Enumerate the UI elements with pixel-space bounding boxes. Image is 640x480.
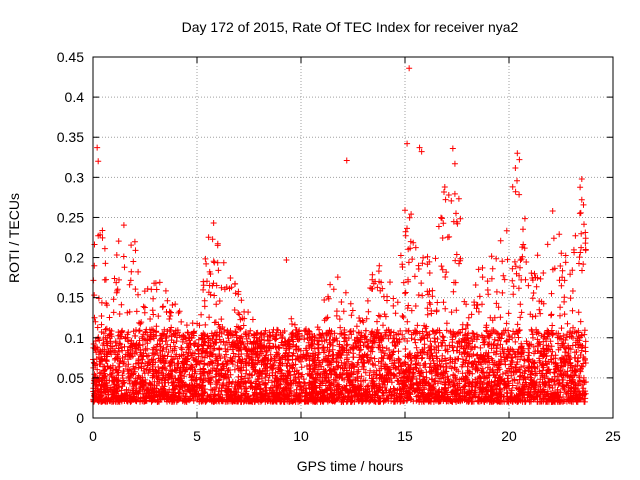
x-tick-label: 0 xyxy=(89,428,97,444)
outlier-point xyxy=(516,156,523,163)
y-tick-label: 0.45 xyxy=(57,49,84,65)
y-tick-label: 0.25 xyxy=(57,209,84,225)
outlier-point xyxy=(406,65,413,72)
y-tick-label: 0 xyxy=(76,410,84,426)
outlier-point xyxy=(210,220,217,227)
x-tick-label: 20 xyxy=(501,428,517,444)
plot-frame xyxy=(92,56,614,419)
outlier-point xyxy=(578,175,585,182)
outlier-point xyxy=(343,157,350,164)
outlier-point xyxy=(449,145,456,152)
x-tick-label: 10 xyxy=(293,428,309,444)
outlier-point xyxy=(94,144,101,151)
y-axis-label: ROTI / TECUs xyxy=(6,193,22,283)
y-tick-label: 0.3 xyxy=(65,169,85,185)
outlier-point xyxy=(95,158,102,165)
x-tick-label: 5 xyxy=(193,428,201,444)
y-tick-label: 0.05 xyxy=(57,370,84,386)
x-tick-label: 15 xyxy=(397,428,413,444)
data-points xyxy=(90,65,589,405)
outlier-point xyxy=(283,256,290,263)
scatter-points xyxy=(90,165,589,405)
outlier-point xyxy=(451,160,458,167)
outlier-point xyxy=(418,148,425,155)
outlier-point xyxy=(549,208,556,215)
outlier-point xyxy=(404,140,411,147)
y-tick-label: 0.2 xyxy=(65,250,85,266)
y-tick-label: 0.1 xyxy=(65,330,85,346)
outlier-point xyxy=(514,150,521,157)
outlier-point xyxy=(416,144,423,151)
outlier-point xyxy=(578,196,585,203)
axis-ticks: 0 0.05 0.1 0.15 0.2 0.25 0.3 0.35 0.4 0.45 0 5 10 15 2… xyxy=(57,49,621,444)
y-tick-label: 0.15 xyxy=(57,290,84,306)
x-tick-label: 25 xyxy=(605,428,621,444)
x-axis-label: GPS time / hours xyxy=(297,458,404,474)
y-tick-label: 0.4 xyxy=(65,89,85,105)
chart-title: Day 172 of 2015, Rate Of TEC Index for r… xyxy=(182,19,519,35)
y-tick-label: 0.35 xyxy=(57,129,84,145)
